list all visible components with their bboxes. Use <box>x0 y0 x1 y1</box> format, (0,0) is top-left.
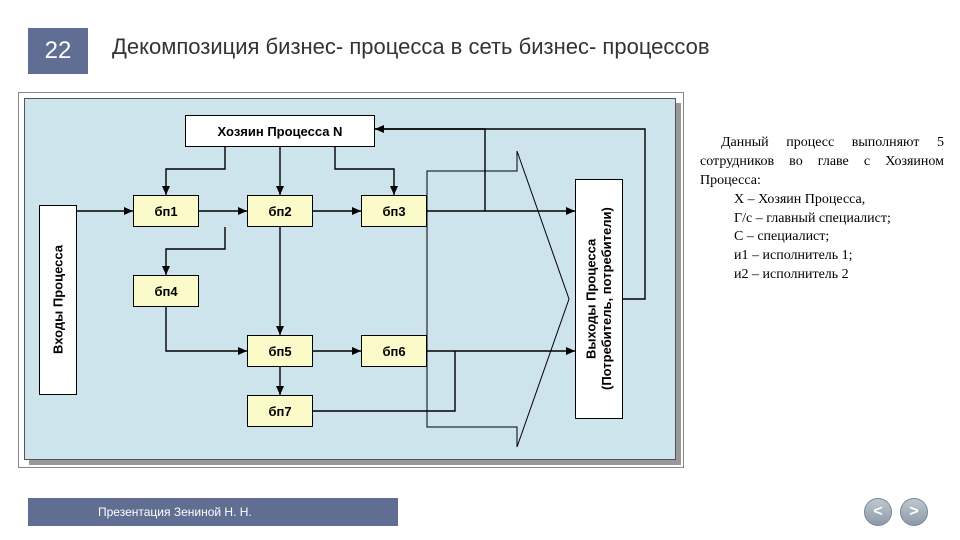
next-button[interactable]: > <box>900 498 928 526</box>
node-bp3: бп3 <box>361 195 427 227</box>
node-bp5: бп5 <box>247 335 313 367</box>
diagram-frame: Хозяин Процесса N Входы Процесса Выходы … <box>18 92 684 468</box>
nav-controls: < > <box>864 498 928 526</box>
node-bp7: бп7 <box>247 395 313 427</box>
diagram-canvas: Хозяин Процесса N Входы Процесса Выходы … <box>24 98 676 460</box>
footer-author: Презентация Зениной Н. Н. <box>28 498 398 526</box>
role-line-4: и2 – исполнитель 2 <box>734 266 944 285</box>
role-line-2: С – специалист; <box>734 228 944 247</box>
description-para: Данный процесс выполняют 5 сотрудников в… <box>700 134 944 191</box>
outputs-box: Выходы Процесса (Потребитель, потребител… <box>575 179 623 419</box>
node-bp2: бп2 <box>247 195 313 227</box>
role-line-3: и1 – исполнитель 1; <box>734 247 944 266</box>
page-number: 22 <box>28 28 88 74</box>
role-line-1: Г/с – главный специалист; <box>734 210 944 229</box>
role-line-0: Х – Хозяин Процесса, <box>734 191 944 210</box>
node-bp4: бп4 <box>133 275 199 307</box>
process-owner-box: Хозяин Процесса N <box>185 115 375 147</box>
description-text: Данный процесс выполняют 5 сотрудников в… <box>700 134 944 285</box>
node-bp1: бп1 <box>133 195 199 227</box>
node-bp6: бп6 <box>361 335 427 367</box>
page-title: Декомпозиция бизнес- процесса в сеть биз… <box>112 34 710 60</box>
prev-button[interactable]: < <box>864 498 892 526</box>
inputs-box: Входы Процесса <box>39 205 77 395</box>
